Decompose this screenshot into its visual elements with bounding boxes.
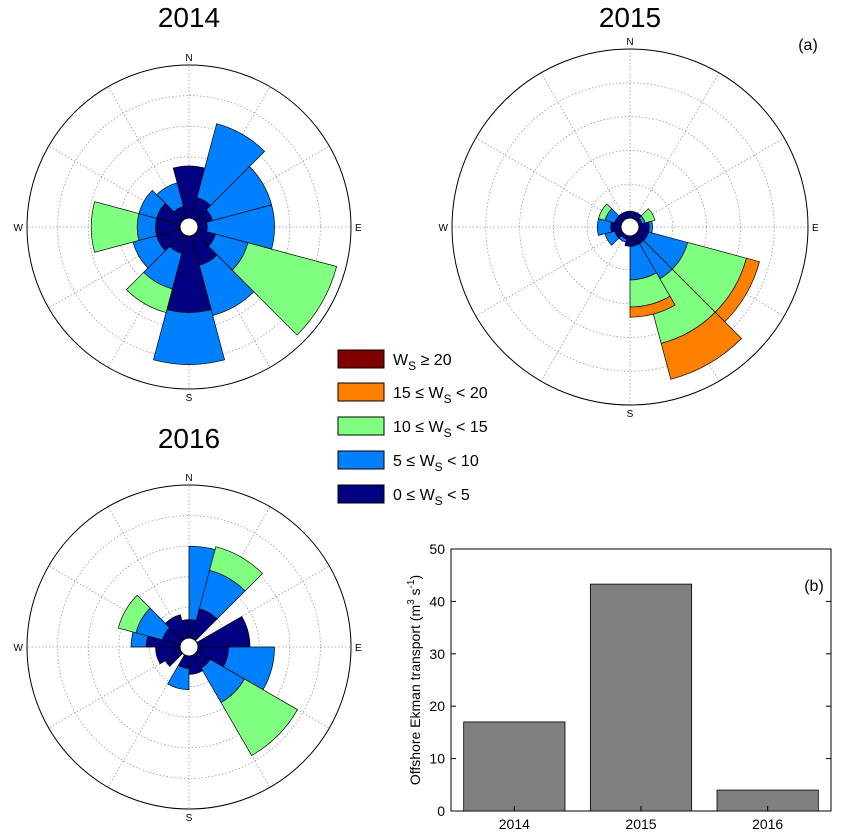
legend-swatch-1 [337,349,385,369]
compass-w-2015: W [439,223,449,234]
x-tick-label: 2014 [499,816,530,832]
rose-sector [125,271,173,313]
rose-center-2015 [620,217,640,237]
y-tick-label: 40 [429,593,445,609]
rose-sector [156,182,184,213]
compass-s-2016: S [186,813,193,824]
x-tick-label: 2016 [752,816,783,832]
grid-spoke [637,137,785,223]
legend-item-1: WS ≥ 20 [337,349,452,373]
rose-sector [220,678,298,756]
rose-title-2016: 2016 [158,423,220,454]
y-tick-label: 10 [429,751,445,767]
rose-sector [660,311,743,380]
rose-sector [167,664,190,691]
rose-sector [648,220,653,234]
rose-title-2015: 2015 [599,2,661,33]
rose-sectors-2014 [90,123,338,365]
compass-n-2015: N [626,37,633,48]
compass-n-2016: N [185,473,192,484]
x-tick-label: 2015 [625,816,656,832]
rose-outline-2016 [26,484,352,810]
legend-item-2: 15 ≤ WS < 20 [337,382,488,406]
rose-sectors-2015 [596,203,760,380]
legend-label-4: 5 ≤ WS < 10 [393,453,479,474]
grid-ring [519,116,741,338]
legend-item-3: 10 ≤ WS < 15 [337,416,488,440]
legend-swatch-4 [337,450,385,470]
legend-swatch-3 [337,416,385,436]
legend-label-2: 15 ≤ WS < 20 [393,385,488,406]
legend-item-5: 0 ≤ WS < 5 [337,484,470,508]
grid-ring [485,82,775,372]
y-tick-label: 0 [437,803,445,819]
panel-label-b: (b) [804,578,824,595]
grid-spoke [475,137,623,223]
wind-rose-2016: 2016 N E S W [14,423,362,824]
bar-2014 [463,721,566,812]
grid-spoke [540,234,626,382]
rose-sector [117,594,151,634]
grid-spoke [107,506,185,640]
legend-swatch-5 [337,484,385,504]
legend-label-1: WS ≥ 20 [393,352,452,373]
rose-sector [90,201,140,253]
rose-sector [598,203,613,221]
compass-e-2015: E [812,223,819,234]
legend-label-3: 10 ≤ WS < 15 [393,419,488,440]
grid-spoke [475,231,623,317]
wind-rose-2015: 2015 N E S W [439,2,819,420]
grid-spoke [634,72,720,220]
rose-center-2016 [179,637,199,657]
rose-sectors-2016 [117,545,298,756]
rose-sector [231,242,338,336]
panel-label-a: (a) [798,37,818,54]
grid-spoke [48,651,182,729]
bar-x-ticks: 2014 2015 2016 [499,806,783,832]
legend-item-4: 5 ≤ WS < 10 [337,450,479,474]
y-tick-label: 50 [429,541,445,557]
compass-e-2016: E [355,643,362,654]
y-tick-label: 20 [429,698,445,714]
rose-sector [152,309,226,365]
bar-y-ticks: 0 10 20 30 40 50 [429,541,831,819]
compass-n-2014: N [185,53,192,64]
grid-spoke [540,72,626,220]
bar-2015 [589,583,693,812]
rose-title-2014: 2014 [158,2,220,33]
legend: WS ≥ 20 15 ≤ WS < 20 10 ≤ WS < 15 5 ≤ WS… [337,349,488,508]
compass-s-2014: S [186,393,193,404]
legend-swatch-2 [337,382,385,402]
legend-label-5: 0 ≤ WS < 5 [393,487,470,508]
rose-outline-2014 [26,64,352,390]
ekman-bar-chart: 0 10 20 30 40 50 2014 2015 2016 Offshore Ekman … [406,541,832,832]
compass-e-2014: E [355,223,362,234]
rose-center-2014 [179,217,199,237]
compass-s-2015: S [627,409,634,420]
rose-outline-2015 [451,48,809,406]
compass-w-2016: W [14,643,24,654]
wind-rose-2014: 2014 N E S W [14,2,362,404]
grid-ring [57,515,321,779]
rose-sector [629,295,676,318]
grid-ring [57,95,321,359]
rose-sector [209,546,263,592]
rose-sector [196,123,266,206]
y-tick-label: 30 [429,646,445,662]
bar-y-axis-label: Offshore Ekman transport (m3 s-1) [406,575,423,785]
compass-w-2014: W [14,223,24,234]
bar-bars [463,583,819,812]
